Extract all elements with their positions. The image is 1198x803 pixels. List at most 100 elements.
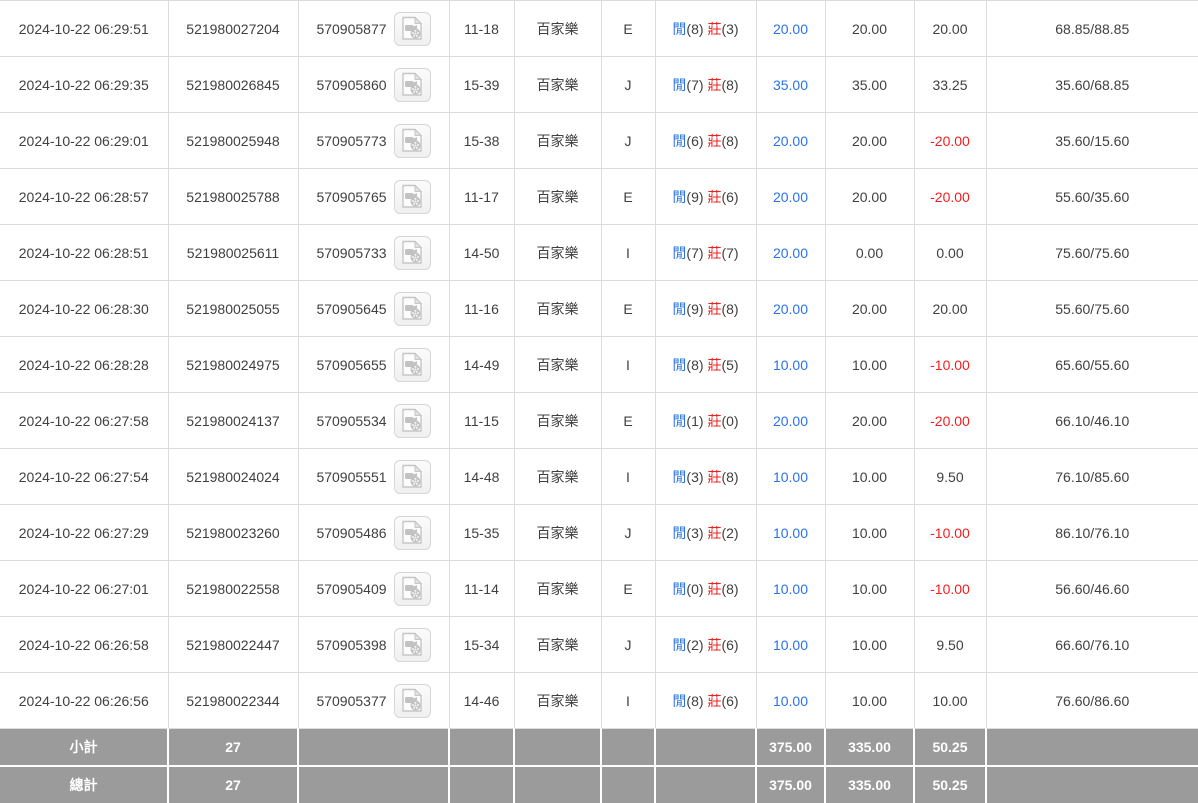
video-replay-button[interactable] bbox=[393, 67, 431, 102]
cell-valid-bet: 20.00 bbox=[825, 392, 915, 449]
video-file-icon bbox=[401, 464, 424, 489]
player-score: (8) bbox=[686, 356, 704, 373]
cell-balance: 66.10/46.10 bbox=[986, 392, 1198, 449]
cell-valid-bet: 20.00 bbox=[825, 112, 915, 169]
video-file-icon bbox=[401, 296, 424, 321]
game-id-text: 570905655 bbox=[316, 356, 387, 373]
cell-order-id: 521980022344 bbox=[168, 672, 299, 729]
cell-bet-type-code: E bbox=[601, 0, 656, 57]
cell-table-round: 11-15 bbox=[449, 392, 515, 449]
cell-order-id: 521980025788 bbox=[168, 168, 299, 225]
player-result-label: 閒 bbox=[672, 356, 687, 373]
video-file-icon bbox=[401, 352, 424, 377]
summary-empty-cell bbox=[448, 765, 515, 803]
summary-valid-bet-total: 335.00 bbox=[824, 728, 915, 767]
table-row: 2024-10-22 06:29:01 521980025948 5709057… bbox=[0, 112, 1198, 169]
cell-balance: 56.60/46.60 bbox=[986, 560, 1198, 617]
player-score: (6) bbox=[686, 132, 704, 149]
banker-score: (8) bbox=[721, 580, 739, 597]
cell-win-loss: 20.00 bbox=[914, 0, 987, 57]
video-replay-button[interactable] bbox=[393, 683, 431, 718]
cell-bet-type-code: E bbox=[601, 280, 656, 337]
table-row: 2024-10-22 06:27:29 521980023260 5709054… bbox=[0, 504, 1198, 561]
cell-game-id: 570905773 bbox=[298, 112, 450, 169]
cell-balance: 55.60/75.60 bbox=[986, 280, 1198, 337]
player-result-label: 閒 bbox=[672, 636, 687, 653]
table-row: 2024-10-22 06:27:58 521980024137 5709055… bbox=[0, 392, 1198, 449]
banker-result-label: 莊 bbox=[707, 76, 722, 93]
player-result-label: 閒 bbox=[672, 300, 687, 317]
cell-table-round: 11-16 bbox=[449, 280, 515, 337]
cell-game-id: 570905486 bbox=[298, 504, 450, 561]
cell-bet-time: 2024-10-22 06:28:30 bbox=[0, 280, 169, 337]
cell-order-id: 521980024024 bbox=[168, 448, 299, 505]
player-score: (2) bbox=[686, 636, 704, 653]
player-score: (3) bbox=[686, 468, 704, 485]
table-row: 2024-10-22 06:26:56 521980022344 5709053… bbox=[0, 672, 1198, 729]
banker-score: (6) bbox=[721, 636, 739, 653]
video-replay-button[interactable] bbox=[393, 515, 431, 550]
cell-order-id: 521980025611 bbox=[168, 224, 299, 281]
cell-order-id: 521980025055 bbox=[168, 280, 299, 337]
cell-game-id: 570905377 bbox=[298, 672, 450, 729]
summary-label: 總計 bbox=[0, 765, 169, 803]
table-row: 2024-10-22 06:28:57 521980025788 5709057… bbox=[0, 168, 1198, 225]
cell-game-type: 百家樂 bbox=[514, 560, 602, 617]
banker-result-label: 莊 bbox=[707, 356, 722, 373]
video-replay-button[interactable] bbox=[393, 627, 431, 662]
cell-game-id: 570905765 bbox=[298, 168, 450, 225]
cell-game-id: 570905398 bbox=[298, 616, 450, 673]
cell-bet-type-code: J bbox=[601, 56, 656, 113]
cell-bet-amount: 35.00 bbox=[756, 56, 826, 113]
cell-win-loss: -10.00 bbox=[914, 336, 987, 393]
video-replay-button[interactable] bbox=[393, 571, 431, 606]
cell-game-type: 百家樂 bbox=[514, 504, 602, 561]
video-replay-button[interactable] bbox=[393, 11, 431, 46]
cell-bet-time: 2024-10-22 06:29:01 bbox=[0, 112, 169, 169]
banker-result-label: 莊 bbox=[707, 20, 722, 37]
video-replay-button[interactable] bbox=[393, 179, 431, 214]
banker-result-label: 莊 bbox=[707, 188, 722, 205]
video-replay-button[interactable] bbox=[393, 347, 431, 382]
cell-bet-time: 2024-10-22 06:28:51 bbox=[0, 224, 169, 281]
video-replay-button[interactable] bbox=[393, 459, 431, 494]
summary-valid-bet-total: 335.00 bbox=[824, 765, 915, 803]
cell-game-result: 閒(2) 莊(6) bbox=[655, 616, 757, 673]
cell-order-id: 521980027204 bbox=[168, 0, 299, 57]
banker-result-label: 莊 bbox=[707, 244, 722, 261]
video-replay-button[interactable] bbox=[393, 291, 431, 326]
player-result-label: 閒 bbox=[672, 524, 687, 541]
banker-score: (2) bbox=[721, 524, 739, 541]
video-replay-button[interactable] bbox=[393, 403, 431, 438]
cell-bet-amount: 20.00 bbox=[756, 168, 826, 225]
cell-table-round: 11-17 bbox=[449, 168, 515, 225]
video-replay-button[interactable] bbox=[393, 123, 431, 158]
cell-bet-type-code: E bbox=[601, 392, 656, 449]
banker-score: (8) bbox=[721, 76, 739, 93]
cell-valid-bet: 10.00 bbox=[825, 560, 915, 617]
cell-bet-amount: 20.00 bbox=[756, 0, 826, 57]
player-score: (8) bbox=[686, 20, 704, 37]
player-result-label: 閒 bbox=[672, 76, 687, 93]
cell-game-id: 570905551 bbox=[298, 448, 450, 505]
video-replay-button[interactable] bbox=[393, 235, 431, 270]
cell-game-id: 570905877 bbox=[298, 0, 450, 57]
player-score: (7) bbox=[686, 76, 704, 93]
cell-valid-bet: 10.00 bbox=[825, 336, 915, 393]
summary-empty-cell bbox=[513, 728, 602, 767]
game-id-text: 570905765 bbox=[316, 188, 387, 205]
banker-score: (8) bbox=[721, 132, 739, 149]
cell-game-type: 百家樂 bbox=[514, 56, 602, 113]
summary-win-loss-total: 50.25 bbox=[913, 728, 987, 767]
cell-valid-bet: 20.00 bbox=[825, 168, 915, 225]
cell-valid-bet: 10.00 bbox=[825, 504, 915, 561]
cell-bet-time: 2024-10-22 06:29:51 bbox=[0, 0, 169, 57]
cell-game-type: 百家樂 bbox=[514, 616, 602, 673]
video-file-icon bbox=[401, 408, 424, 433]
cell-win-loss: 0.00 bbox=[914, 224, 987, 281]
cell-order-id: 521980023260 bbox=[168, 504, 299, 561]
summary-empty-cell bbox=[985, 765, 1198, 803]
cell-valid-bet: 10.00 bbox=[825, 672, 915, 729]
game-id-text: 570905877 bbox=[316, 20, 387, 37]
